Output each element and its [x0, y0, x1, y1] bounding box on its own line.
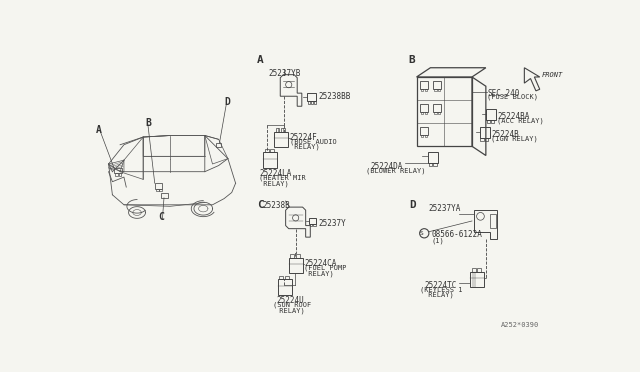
- Bar: [438, 112, 440, 114]
- Bar: [263, 153, 277, 168]
- Text: (ACC RELAY): (ACC RELAY): [497, 118, 544, 124]
- Bar: [470, 272, 484, 287]
- Bar: [276, 128, 280, 132]
- Bar: [425, 112, 428, 114]
- Bar: [425, 135, 428, 137]
- Bar: [433, 163, 436, 166]
- Bar: [155, 183, 162, 189]
- Bar: [281, 128, 285, 132]
- Text: (FUSE BLOCK): (FUSE BLOCK): [488, 94, 538, 100]
- Bar: [285, 276, 289, 279]
- Text: 25224BA: 25224BA: [497, 112, 530, 121]
- Text: 08566-6122A: 08566-6122A: [431, 230, 482, 239]
- Bar: [114, 168, 122, 173]
- Bar: [278, 279, 292, 295]
- Bar: [307, 93, 316, 101]
- Text: 25224U: 25224U: [276, 296, 304, 305]
- Bar: [428, 153, 438, 163]
- Text: 25224DA: 25224DA: [371, 162, 403, 171]
- Text: (HEATER MIR: (HEATER MIR: [259, 175, 306, 181]
- Bar: [490, 214, 496, 228]
- Text: S: S: [420, 231, 424, 236]
- Text: RELAY): RELAY): [304, 270, 334, 277]
- Bar: [472, 268, 476, 272]
- Text: RELAY): RELAY): [424, 292, 454, 298]
- Text: FRONT: FRONT: [541, 71, 563, 78]
- Text: (SUN ROOF: (SUN ROOF: [273, 302, 311, 308]
- Text: C: C: [159, 212, 164, 222]
- Text: C: C: [257, 200, 264, 210]
- Bar: [417, 77, 472, 146]
- Text: 25224LA: 25224LA: [259, 169, 292, 179]
- Text: RELAY): RELAY): [275, 307, 305, 314]
- Text: (KEYLESS 1: (KEYLESS 1: [420, 286, 463, 293]
- Bar: [420, 81, 428, 89]
- Text: A: A: [257, 55, 264, 65]
- Bar: [486, 120, 490, 123]
- Bar: [435, 89, 436, 91]
- Bar: [429, 163, 432, 166]
- Text: 25237YB: 25237YB: [269, 69, 301, 78]
- Bar: [161, 193, 168, 198]
- Bar: [159, 189, 162, 191]
- Bar: [481, 138, 484, 141]
- Bar: [438, 89, 440, 91]
- Bar: [314, 101, 316, 104]
- Bar: [296, 254, 300, 258]
- Text: D: D: [224, 97, 230, 107]
- Text: (1): (1): [431, 237, 444, 244]
- Text: 25224TC: 25224TC: [424, 281, 456, 290]
- Text: (BOSE AUDIO: (BOSE AUDIO: [289, 139, 336, 145]
- Text: RELAY): RELAY): [289, 144, 319, 150]
- Text: B: B: [145, 118, 152, 128]
- Bar: [425, 89, 428, 91]
- Text: 25238B: 25238B: [262, 201, 291, 210]
- Text: 25238BB: 25238BB: [318, 92, 350, 100]
- Bar: [421, 89, 424, 91]
- Bar: [291, 254, 294, 258]
- Bar: [420, 127, 428, 135]
- Bar: [314, 224, 316, 226]
- Bar: [156, 189, 159, 191]
- Text: A: A: [95, 125, 101, 135]
- Bar: [492, 120, 494, 123]
- Bar: [421, 135, 424, 137]
- Text: SEC.240: SEC.240: [488, 89, 520, 97]
- Bar: [308, 218, 316, 224]
- Text: (IGN RELAY): (IGN RELAY): [492, 135, 538, 142]
- Bar: [115, 173, 118, 176]
- Text: RELAY): RELAY): [259, 180, 289, 187]
- Bar: [311, 101, 314, 104]
- Text: D: D: [409, 200, 415, 210]
- Bar: [289, 258, 303, 273]
- Bar: [310, 224, 312, 226]
- Text: 25224F: 25224F: [289, 133, 317, 142]
- Text: 25237YA: 25237YA: [428, 204, 460, 213]
- Bar: [435, 112, 436, 114]
- Text: (BLOWER RELAY): (BLOWER RELAY): [367, 167, 426, 174]
- Bar: [216, 143, 221, 147]
- Bar: [486, 109, 496, 120]
- Text: (FUEL PUMP: (FUEL PUMP: [304, 265, 347, 271]
- Text: 25224B: 25224B: [492, 130, 519, 139]
- Bar: [433, 81, 441, 89]
- Text: B: B: [409, 55, 415, 65]
- Text: 25237Y: 25237Y: [318, 219, 346, 228]
- Bar: [308, 101, 310, 104]
- Text: 25224CA: 25224CA: [304, 260, 337, 269]
- Bar: [485, 138, 488, 141]
- Bar: [270, 148, 274, 153]
- Bar: [274, 132, 288, 147]
- Bar: [480, 127, 490, 138]
- Bar: [421, 112, 424, 114]
- Bar: [280, 276, 284, 279]
- Bar: [265, 148, 269, 153]
- Bar: [420, 104, 428, 112]
- Bar: [433, 104, 441, 112]
- Text: A252*0390: A252*0390: [501, 322, 540, 328]
- Bar: [477, 268, 481, 272]
- Bar: [118, 173, 121, 176]
